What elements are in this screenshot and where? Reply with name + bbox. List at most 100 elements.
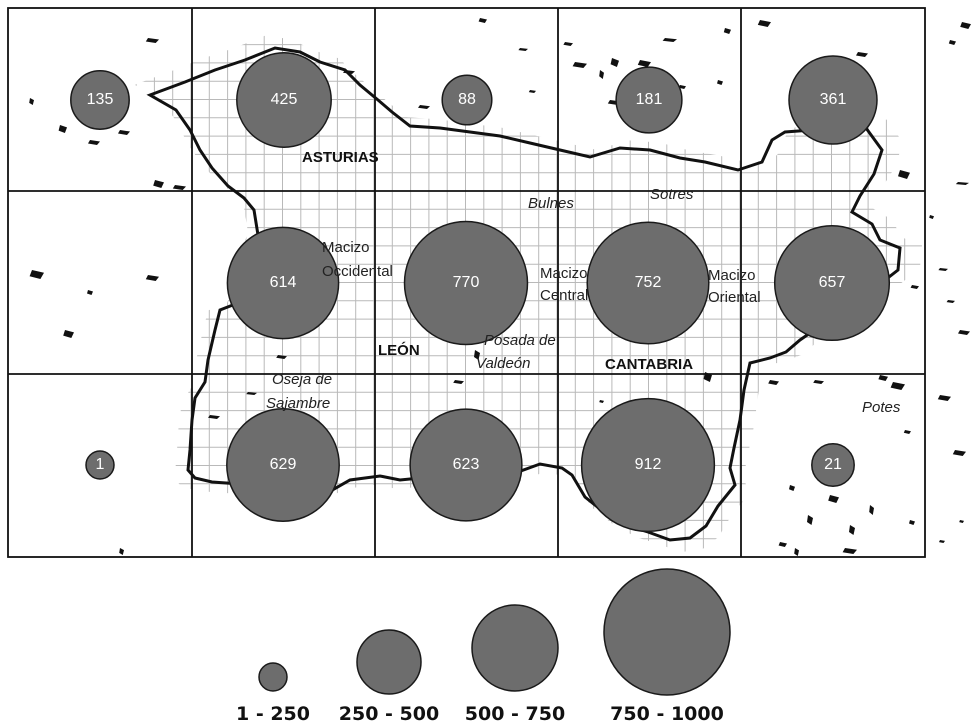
cell-count-770: 770 — [452, 274, 480, 291]
terrain-patch — [599, 70, 604, 79]
place-label-posada-2: Valdeón — [476, 355, 531, 372]
terrain-patch — [878, 375, 888, 381]
terrain-patch — [778, 542, 787, 547]
cell-count-657: 657 — [818, 274, 846, 291]
terrain-patch — [29, 270, 44, 279]
terrain-patch — [890, 382, 905, 390]
terrain-patch — [723, 28, 731, 34]
terrain-patch — [63, 330, 74, 338]
terrain-patch — [572, 62, 587, 68]
terrain-patch — [842, 548, 857, 554]
cell-count-623: 623 — [452, 456, 480, 473]
terrain-patch — [145, 275, 159, 281]
terrain-patch — [939, 540, 945, 543]
terrain-patch — [813, 380, 824, 384]
terrain-patch — [909, 520, 915, 525]
terrain-patch — [960, 22, 971, 29]
legend-circle-1 — [356, 629, 422, 695]
legend-label-1-250: 1 - 250 — [236, 703, 310, 725]
terrain-patch — [599, 400, 604, 403]
sector-frame — [7, 7, 926, 558]
cell-circle-135 — [70, 70, 130, 130]
terrain-patch — [717, 80, 723, 85]
cell-count-1: 1 — [95, 456, 105, 473]
cell-count-361: 361 — [819, 91, 847, 108]
cell-circle-752 — [586, 221, 710, 345]
cell-circle-912 — [580, 397, 716, 533]
terrain-patch — [58, 125, 67, 133]
terrain-patch — [563, 42, 573, 46]
terrain-patch — [929, 215, 934, 219]
terrain-patch — [118, 130, 130, 135]
terrain-patch — [662, 38, 677, 42]
legend-circle-2 — [471, 604, 559, 692]
cell-circle-21 — [811, 443, 855, 487]
terrain-patch — [518, 48, 528, 51]
terrain-patch — [478, 18, 487, 23]
terrain-patch — [678, 85, 686, 89]
sector-circles — [70, 52, 891, 533]
terrain-patch — [343, 70, 355, 74]
massif-label-central-2: Central — [540, 287, 589, 304]
terrain-patch — [528, 90, 536, 93]
cell-count-629: 629 — [269, 456, 297, 473]
terrain-patch — [246, 392, 257, 395]
terrain-patch — [869, 505, 874, 515]
terrain-patch — [87, 290, 93, 295]
cell-count-88: 88 — [458, 91, 476, 108]
terrain-patch — [153, 180, 164, 188]
terrain-patch — [856, 52, 868, 57]
cell-count-181: 181 — [635, 91, 663, 108]
cell-circle-425 — [236, 52, 332, 148]
cell-circle-361 — [788, 55, 878, 145]
terrain-patch — [474, 350, 480, 360]
terrain-patch — [794, 548, 799, 556]
terrain-patch — [418, 105, 430, 109]
terrain-patch — [955, 182, 969, 185]
legend-label-750-1000: 750 - 1000 — [610, 703, 724, 725]
terrain-patch — [903, 430, 911, 434]
massif-label-central-1: Macizo — [540, 265, 588, 282]
place-label-oseja-2: Sajambre — [266, 395, 331, 412]
terrain-patch — [898, 170, 910, 179]
massif-label-occidental-2: Occidental — [322, 263, 393, 280]
cell-circle-657 — [773, 224, 891, 342]
terrain-patch — [29, 98, 34, 105]
terrain-patch — [952, 450, 966, 456]
region-label-cantabria: CANTABRIA — [605, 356, 694, 373]
terrain-patch — [703, 372, 712, 382]
massif-label-oriental-1: Macizo — [708, 267, 756, 284]
legend-label-500-750: 500 - 750 — [464, 703, 566, 725]
place-label-sotres: Sotres — [650, 186, 694, 203]
place-label-posada-1: Posada de — [484, 332, 556, 349]
frame-outline — [7, 7, 926, 558]
cell-count-912: 912 — [634, 456, 662, 473]
terrain-patch — [959, 520, 964, 523]
terrain-patch — [208, 415, 220, 419]
cell-circle-623 — [409, 408, 523, 522]
terrain-patch — [910, 285, 919, 289]
terrain-patch — [938, 268, 948, 271]
terrain-patches — [29, 18, 971, 556]
legend-circle-3 — [603, 568, 731, 696]
terrain-patch — [172, 185, 186, 190]
place-label-bulnes: Bulnes — [528, 195, 574, 212]
cell-circle-181 — [615, 66, 683, 134]
place-label-potes: Potes — [862, 399, 901, 416]
cell-circle-88 — [441, 74, 493, 126]
place-label-oseja-1: Oseja de — [272, 371, 333, 388]
terrain-patch — [789, 485, 795, 491]
cell-circle-614 — [226, 226, 340, 340]
legend-circles — [258, 568, 731, 696]
terrain-patch — [88, 140, 100, 145]
terrain-patch — [276, 355, 287, 359]
massif-label-occidental-1: Macizo — [322, 239, 370, 256]
terrain-patch — [757, 20, 771, 27]
region-label-asturias: ASTURIAS — [302, 149, 379, 166]
terrain-patch — [948, 40, 956, 45]
terrain-patch — [958, 330, 970, 335]
park-boundary — [146, 46, 902, 542]
cell-count-21: 21 — [824, 456, 842, 473]
terrain-patch — [807, 515, 813, 525]
